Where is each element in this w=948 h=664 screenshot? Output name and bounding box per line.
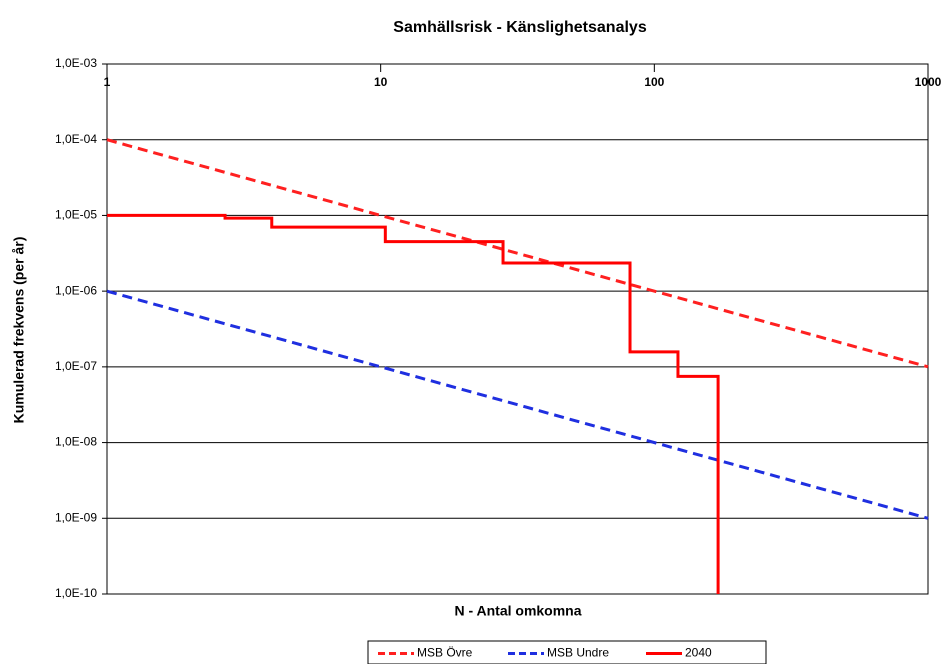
y-tick-label: 1,0E-03: [55, 56, 97, 70]
y-tick-label: 1,0E-09: [55, 510, 97, 524]
y-tick-label: 1,0E-05: [55, 208, 97, 222]
legend-box: [367, 640, 767, 664]
y-tick-label: 1,0E-08: [55, 435, 97, 449]
x-tick-label: 10: [374, 75, 388, 89]
y-tick-label: 1,0E-07: [55, 359, 97, 373]
legend-label: MSB Undre: [547, 646, 609, 660]
y-tick-label: 1,0E-04: [55, 132, 97, 146]
y-axis-label: Kumulerad frekvens (per år): [11, 237, 27, 424]
y-tick-label: 1,0E-06: [55, 283, 97, 297]
y-tick-label: 1,0E-10: [55, 586, 97, 600]
chart-title: Samhällsrisk - Känslighetsanalys: [393, 19, 647, 36]
series-line: [106, 289, 929, 520]
legend-label: 2040: [685, 646, 712, 660]
x-tick-label: 100: [644, 75, 664, 89]
legend-label: MSB Övre: [417, 646, 473, 660]
x-axis-label: N - Antal omkomna: [454, 603, 581, 619]
series-line: [106, 138, 929, 369]
series-line: [107, 213, 720, 594]
plot-frame: [106, 63, 929, 595]
